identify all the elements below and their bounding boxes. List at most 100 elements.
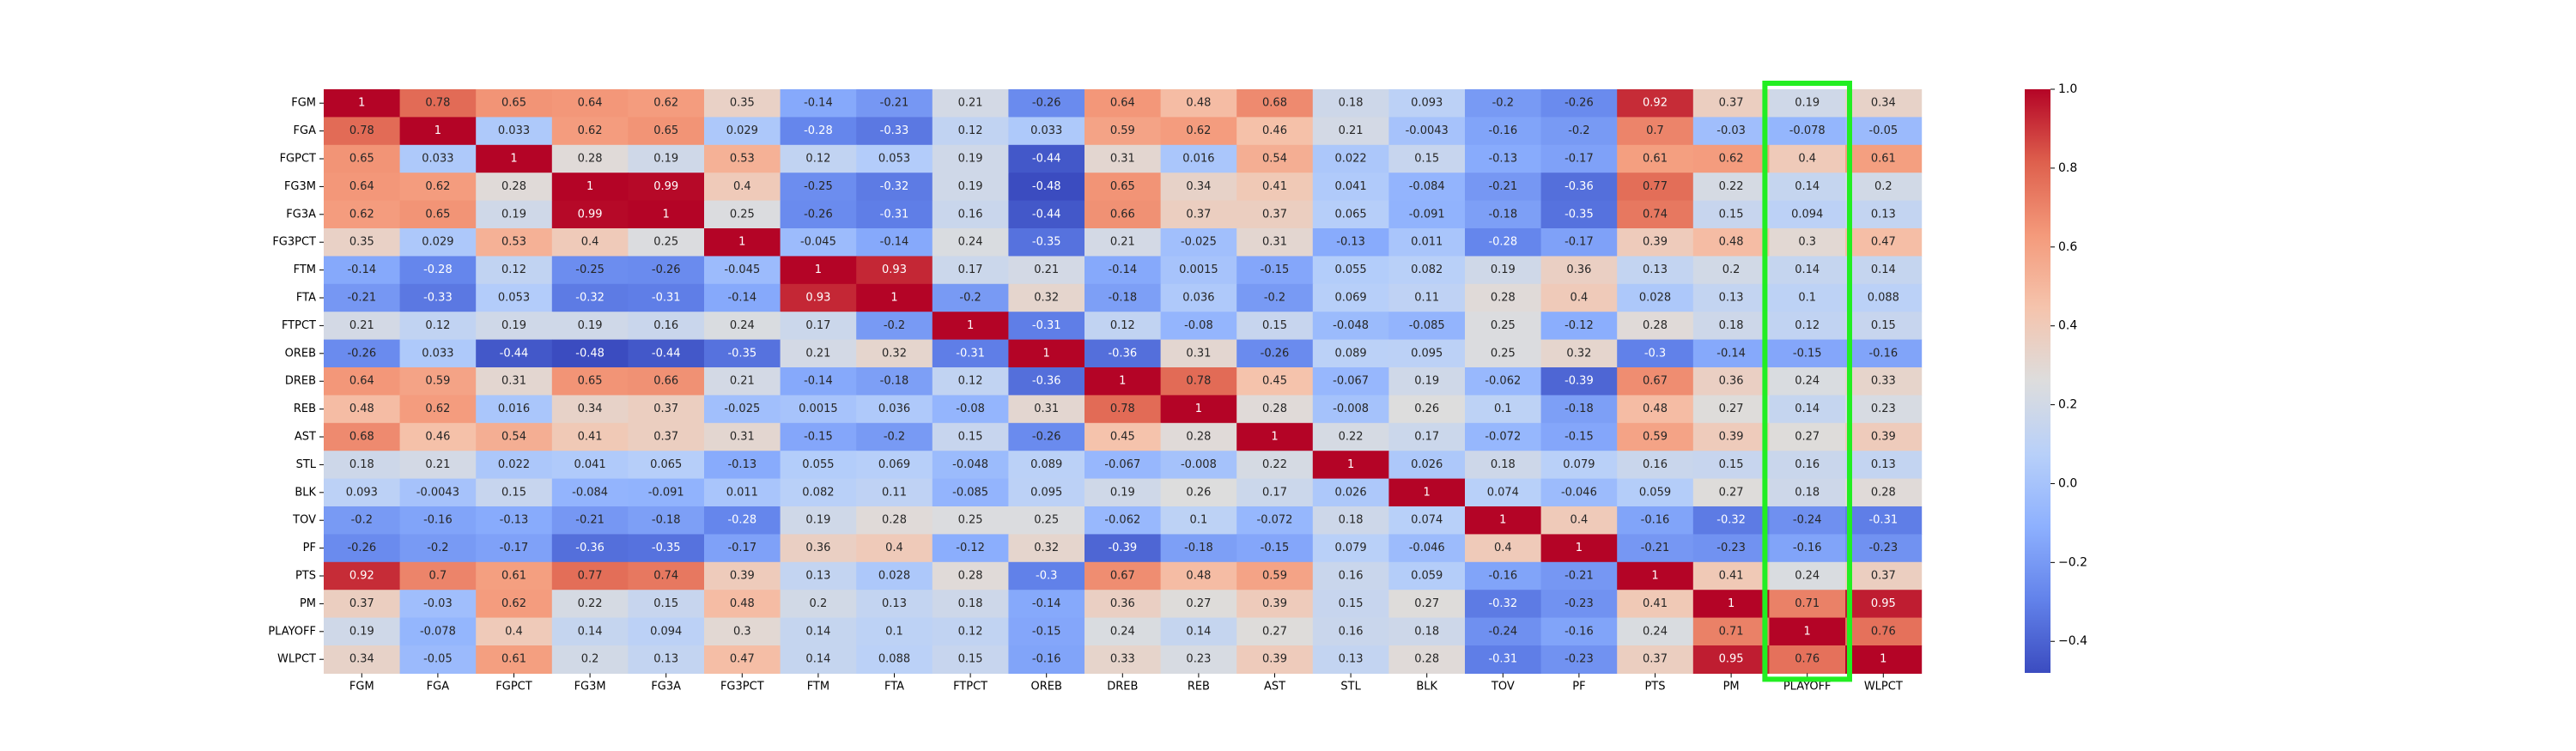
heatmap-cell-TOV-FTPCT <box>932 506 1009 535</box>
heatmap-cell-WLPCT-FTPCT <box>932 645 1009 674</box>
heatmap-cell-PTS-PF <box>1540 561 1618 591</box>
heatmap-cell-FG3M-PM <box>1692 173 1770 202</box>
cell-value-FG3M-FGPCT: 0.28 <box>501 180 526 193</box>
heatmap-cell-PF-WLPCT <box>1845 534 1923 563</box>
cell-value-FG3M-PLAYOFF: 0.14 <box>1795 180 1820 193</box>
heatmap-cell-BLK-WLPCT <box>1845 478 1923 507</box>
cell-value-OREB-FGPCT: -0.44 <box>500 347 529 360</box>
heatmap-cell-PF-AST <box>1236 534 1314 563</box>
cell-value-PLAYOFF-PF: -0.16 <box>1564 625 1594 638</box>
cell-value-FTPCT-FTPCT: 1 <box>967 319 974 332</box>
cell-value-FGPCT-FGA: 0.033 <box>422 153 453 166</box>
cell-value-FGM-BLK: 0.093 <box>1411 97 1443 110</box>
heatmap-cell-FG3M-WLPCT <box>1845 173 1923 202</box>
cell-value-FGM-PM: 0.37 <box>1719 97 1744 110</box>
heatmap-cell-WLPCT-WLPCT <box>1845 645 1923 674</box>
cell-value-FTPCT-REB: -0.08 <box>1184 319 1213 332</box>
cell-value-FTM-FG3M: -0.25 <box>575 263 605 276</box>
cell-value-FGPCT-TOV: -0.13 <box>1488 153 1517 166</box>
heatmap-cell-STL-FG3PCT <box>704 451 781 480</box>
heatmap-cell-FG3PCT-DREB <box>1084 228 1162 257</box>
cell-value-FG3PCT-PM: 0.48 <box>1719 236 1744 249</box>
cell-value-AST-FGM: 0.68 <box>349 431 374 444</box>
heatmap-cell-PF-BLK <box>1388 534 1466 563</box>
heatmap-cell-PTS-PM <box>1692 561 1770 591</box>
heatmap-cell-DREB-PM <box>1692 367 1770 396</box>
cell-value-PTS-PF: -0.21 <box>1564 570 1594 583</box>
cell-value-FTPCT-AST: 0.15 <box>1262 319 1287 332</box>
heatmap-cell-FGPCT-REB <box>1160 144 1237 173</box>
heatmap-cell-AST-REB <box>1160 422 1237 451</box>
cell-value-FG3A-REB: 0.37 <box>1186 208 1211 221</box>
heatmap-cell-AST-TOV <box>1465 422 1542 451</box>
cell-value-FG3PCT-FTM: -0.045 <box>800 236 836 249</box>
heatmap-cell-FG3A-WLPCT <box>1845 200 1923 229</box>
cell-value-FTPCT-FGA: 0.12 <box>425 319 450 332</box>
heatmap-cell-TOV-BLK <box>1388 506 1466 535</box>
cell-value-BLK-REB: 0.26 <box>1186 486 1211 499</box>
cell-value-REB-PTS: 0.48 <box>1643 403 1668 415</box>
cell-value-REB-FGA: 0.62 <box>425 403 450 415</box>
cell-value-PM-DREB: 0.36 <box>1110 597 1135 610</box>
cell-value-FGA-PTS: 0.7 <box>1646 124 1664 137</box>
heatmap-cell-PM-FG3PCT <box>704 590 781 619</box>
heatmap-cell-FTM-TOV <box>1465 256 1542 285</box>
heatmap-cell-PTS-FG3M <box>551 561 629 591</box>
y-tick-label-PF: PF <box>303 542 316 554</box>
cell-value-FG3A-PF: -0.35 <box>1564 208 1594 221</box>
heatmap-cell-FTA-AST <box>1236 283 1314 312</box>
cell-value-FG3PCT-FTPCT: 0.24 <box>958 236 983 249</box>
cell-value-FG3PCT-TOV: -0.28 <box>1488 236 1517 249</box>
cell-value-PLAYOFF-AST: 0.27 <box>1262 625 1287 638</box>
heatmap-cell-FTPCT-PTS <box>1617 312 1694 341</box>
heatmap-cell-FTA-FG3A <box>628 283 705 312</box>
heatmap-cell-FGPCT-WLPCT <box>1845 144 1923 173</box>
heatmap-cell-FGA-PLAYOFF <box>1769 117 1846 146</box>
cell-value-FG3M-FG3A: 0.99 <box>653 180 678 193</box>
heatmap-cell-FGM-REB <box>1160 89 1237 118</box>
cell-value-DREB-AST: 0.45 <box>1262 375 1287 388</box>
heatmap-cell-FTPCT-FGPCT <box>476 312 553 341</box>
x-tick-label-WLPCT: WLPCT <box>1864 680 1903 693</box>
heatmap-cell-FGPCT-FG3M <box>551 144 629 173</box>
cell-value-FGM-OREB: -0.26 <box>1032 97 1061 110</box>
heatmap-cell-PLAYOFF-OREB <box>1008 617 1085 646</box>
cell-value-FGA-TOV: -0.16 <box>1488 124 1517 137</box>
heatmap-cell-PM-PF <box>1540 590 1618 619</box>
colorbar: 1.0 0.8 0.6 0.4 0.2 0.0 −0.2 −0.4 <box>2025 82 2087 673</box>
heatmap-cell-STL-FTM <box>780 451 857 480</box>
y-tick-label-FG3A: FG3A <box>286 208 316 221</box>
heatmap-cell-FTM-FGM <box>324 256 401 285</box>
cell-value-PLAYOFF-FGA: -0.078 <box>420 625 456 638</box>
heatmap-cell-FGA-BLK <box>1388 117 1466 146</box>
cell-value-PTS-PLAYOFF: 0.24 <box>1795 570 1820 583</box>
colorbar-tick-label: 0.6 <box>2058 240 2077 254</box>
heatmap-cell-PTS-WLPCT <box>1845 561 1923 591</box>
heatmap-cell-FGM-FTM <box>780 89 857 118</box>
heatmap-cell-AST-STL <box>1312 422 1389 451</box>
cell-value-BLK-FGA: -0.0043 <box>416 486 459 499</box>
cell-value-OREB-REB: 0.31 <box>1186 347 1211 360</box>
heatmap-cell-BLK-REB <box>1160 478 1237 507</box>
cell-value-FGPCT-FG3M: 0.28 <box>578 153 603 166</box>
heatmap-cell-REB-REB <box>1160 395 1237 424</box>
heatmap-cell-AST-FTA <box>856 422 933 451</box>
heatmap-cell-STL-FGA <box>399 451 477 480</box>
heatmap-cell-FG3A-FG3PCT <box>704 200 781 229</box>
cell-value-TOV-STL: 0.18 <box>1339 514 1364 527</box>
heatmap-cell-FTPCT-FG3M <box>551 312 629 341</box>
cell-value-FGM-FGM: 1 <box>358 97 365 110</box>
heatmap-cell-FG3A-DREB <box>1084 200 1162 229</box>
heatmap-cell-FGM-STL <box>1312 89 1389 118</box>
heatmap-cells <box>324 89 1923 674</box>
cell-value-OREB-FTPCT: -0.31 <box>956 347 985 360</box>
heatmap-cell-FG3PCT-TOV <box>1465 228 1542 257</box>
heatmap-cell-TOV-TOV <box>1465 506 1542 535</box>
cell-value-WLPCT-AST: 0.39 <box>1262 653 1287 666</box>
heatmap-cell-FGPCT-PM <box>1692 144 1770 173</box>
cell-value-OREB-PTS: -0.3 <box>1644 347 1666 360</box>
heatmap-cell-FG3M-FGM <box>324 173 401 202</box>
cell-value-WLPCT-FTA: 0.088 <box>878 653 910 666</box>
cell-value-AST-DREB: 0.45 <box>1110 431 1135 444</box>
